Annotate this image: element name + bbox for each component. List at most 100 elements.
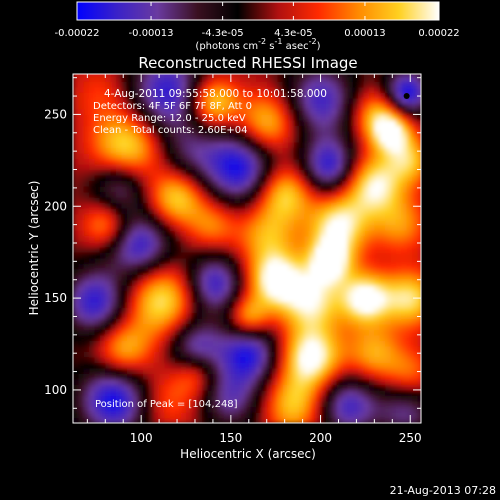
heatmap-cell bbox=[412, 340, 419, 347]
heatmap-cell bbox=[363, 74, 370, 77]
heatmap-cell bbox=[320, 279, 327, 286]
heatmap-cell bbox=[132, 307, 139, 314]
heatmap-cell bbox=[379, 230, 386, 237]
heatmap-cell bbox=[153, 296, 160, 303]
heatmap-cell bbox=[266, 103, 273, 110]
heatmap-cell bbox=[412, 119, 419, 127]
heatmap-cell bbox=[250, 307, 257, 314]
heatmap-cell bbox=[336, 158, 343, 165]
heatmap-cell bbox=[395, 175, 402, 182]
heatmap-cell bbox=[191, 86, 198, 93]
heatmap-cell bbox=[83, 329, 90, 336]
heatmap-cell bbox=[379, 152, 386, 160]
heatmap-cell bbox=[336, 252, 343, 259]
heatmap-cell bbox=[368, 384, 375, 391]
heatmap-cell bbox=[110, 152, 117, 160]
heatmap-cell bbox=[180, 158, 187, 165]
heatmap-cell bbox=[347, 274, 354, 281]
heatmap-cell bbox=[379, 235, 386, 242]
heatmap-cell bbox=[105, 367, 112, 374]
heatmap-cell bbox=[261, 75, 268, 82]
heatmap-cell bbox=[336, 125, 343, 132]
heatmap-cell bbox=[239, 119, 246, 127]
heatmap-cell bbox=[191, 307, 198, 314]
heatmap-cell bbox=[212, 125, 219, 132]
heatmap-cell bbox=[395, 108, 402, 116]
heatmap-cell bbox=[304, 340, 311, 347]
heatmap-cell bbox=[73, 74, 79, 77]
plot-frame bbox=[72, 73, 422, 424]
heatmap-cell bbox=[234, 263, 241, 270]
heatmap-cell bbox=[293, 384, 300, 391]
heatmap-cell bbox=[229, 340, 236, 347]
heatmap-cell bbox=[126, 213, 133, 220]
heatmap-cell bbox=[142, 329, 149, 336]
heatmap-cell bbox=[277, 197, 284, 204]
heatmap-cell bbox=[83, 97, 90, 104]
heatmap-cell bbox=[99, 208, 106, 215]
heatmap-cell bbox=[212, 345, 219, 352]
heatmap-cell bbox=[395, 279, 402, 286]
heatmap-cell bbox=[277, 279, 284, 286]
heatmap-cell bbox=[180, 97, 187, 104]
heatmap-cell bbox=[132, 340, 139, 347]
heatmap-cell bbox=[401, 147, 408, 154]
heatmap-cell bbox=[282, 74, 289, 77]
heatmap-cell bbox=[89, 141, 96, 149]
heatmap-cell bbox=[309, 263, 316, 270]
heatmap-cell bbox=[266, 230, 273, 237]
heatmap-cell bbox=[379, 362, 386, 369]
heatmap-cell bbox=[105, 246, 112, 253]
heatmap-cell bbox=[105, 125, 112, 132]
heatmap-cell bbox=[358, 164, 365, 171]
heatmap-cell bbox=[368, 334, 375, 341]
heatmap-cell bbox=[347, 180, 354, 187]
heatmap-cell bbox=[406, 329, 413, 336]
heatmap-cell bbox=[293, 252, 300, 259]
heatmap-cell bbox=[293, 169, 300, 176]
heatmap-cell bbox=[234, 356, 241, 363]
heatmap-cell bbox=[277, 74, 284, 77]
heatmap-cell bbox=[175, 108, 182, 116]
heatmap-cell bbox=[121, 362, 128, 369]
heatmap-cell bbox=[142, 224, 149, 231]
heatmap-cell bbox=[186, 384, 192, 391]
heatmap-cell bbox=[137, 411, 144, 419]
heatmap-cell bbox=[105, 224, 112, 231]
heatmap-cell bbox=[315, 208, 322, 215]
heatmap-cell bbox=[89, 97, 96, 104]
heatmap-cell bbox=[175, 312, 182, 319]
heatmap-cell bbox=[315, 191, 322, 198]
heatmap-cell bbox=[368, 92, 375, 99]
heatmap-cell bbox=[180, 74, 187, 77]
heatmap-cell bbox=[105, 235, 112, 242]
heatmap-cell bbox=[390, 235, 397, 242]
heatmap-cell bbox=[325, 208, 332, 215]
heatmap-cell bbox=[331, 373, 338, 380]
heatmap-cell bbox=[83, 384, 90, 391]
heatmap-cell bbox=[212, 119, 219, 127]
heatmap-cell bbox=[202, 257, 209, 264]
heatmap-cell bbox=[191, 81, 198, 88]
heatmap-cell bbox=[250, 389, 257, 397]
y-axis-label: Heliocentric Y (arcsec) bbox=[27, 181, 41, 316]
heatmap-cell bbox=[363, 345, 370, 352]
heatmap-cell bbox=[277, 186, 284, 193]
heatmap-cell bbox=[121, 92, 128, 99]
heatmap-cell bbox=[73, 197, 79, 204]
heatmap-cell bbox=[342, 125, 349, 132]
heatmap-cell bbox=[202, 103, 209, 110]
heatmap-cell bbox=[207, 169, 214, 176]
colorbar-tick-label: -4.3e-05 bbox=[202, 28, 244, 39]
heatmap-cell bbox=[325, 74, 332, 77]
heatmap-cell bbox=[390, 323, 397, 330]
heatmap-cell bbox=[309, 378, 316, 386]
heatmap-cell bbox=[191, 125, 198, 132]
heatmap-cell bbox=[309, 103, 316, 110]
heatmap-cell bbox=[282, 180, 289, 187]
heatmap-cell bbox=[239, 230, 246, 237]
heatmap-cell bbox=[175, 290, 182, 297]
heatmap-cell bbox=[121, 125, 128, 132]
heatmap-cell bbox=[401, 312, 408, 319]
heatmap-cell bbox=[277, 395, 284, 402]
